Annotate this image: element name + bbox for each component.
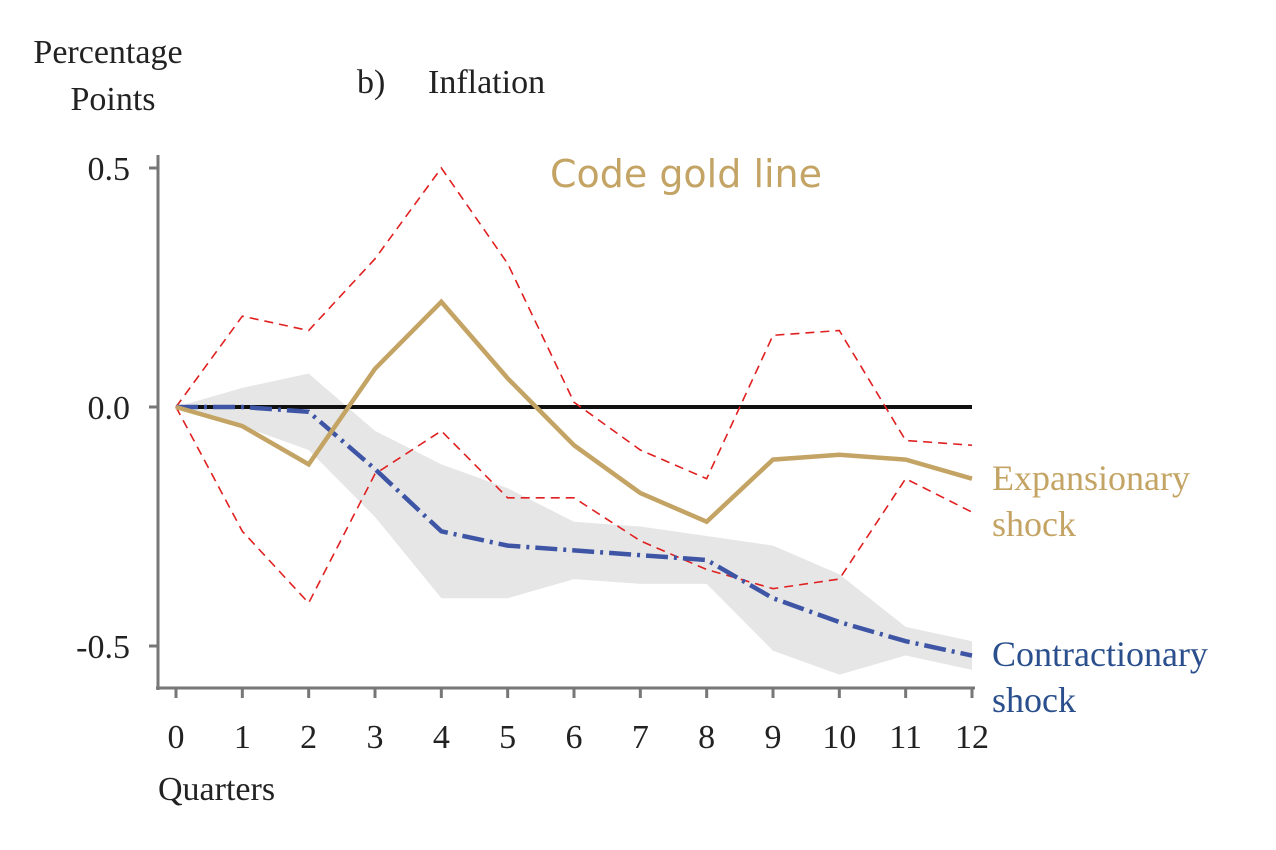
contractionary-ci-band [176,373,972,675]
x-tick-label: 3 [367,719,384,756]
panel-label: b) [357,64,385,101]
expansionary-label-line1: Expansionary [992,458,1190,498]
x-tick-label: 0 [168,719,185,756]
contractionary-label-line1: Contractionary [992,634,1208,674]
x-tick-label: 12 [955,719,989,756]
y-axis-label-line1: Percentage [33,34,182,71]
expansionary-label-line2: shock [992,504,1076,544]
chart-title: Inflation [428,64,545,101]
x-tick-label: 1 [234,719,251,756]
x-tick-label: 4 [433,719,450,756]
expansionary-ci-upper-line [175,166,973,480]
x-tick-label: 9 [765,719,782,756]
chart-marks [175,166,973,658]
contractionary-ci-band-group [176,373,972,675]
x-tick-label: 8 [698,719,715,756]
y-tick-label: 0.0 [88,390,131,427]
x-tick-label: 5 [499,719,516,756]
contractionary-shock-line [176,404,973,658]
x-tick-label: 6 [566,719,583,756]
x-axis-label: Quarters [158,771,275,808]
y-axis-label-line2: Points [70,81,155,118]
y-tick-label: -0.5 [76,629,130,666]
chart-annotation: Code gold line [550,152,822,196]
axis-ticks: 0.50.0-0.50 1 2 3 4 5 6 7 8 9 10 11 12 [76,151,989,756]
x-tick-label: 2 [300,719,317,756]
x-tick-label: 10 [822,719,856,756]
x-tick-label: 7 [632,719,649,756]
y-tick-label: 0.5 [88,151,131,188]
expansionary-shock-line [175,298,973,525]
x-tick-label: 11 [889,719,922,756]
contractionary-label-line2: shock [992,680,1076,720]
expansionary-ci-lower-line [175,406,973,605]
